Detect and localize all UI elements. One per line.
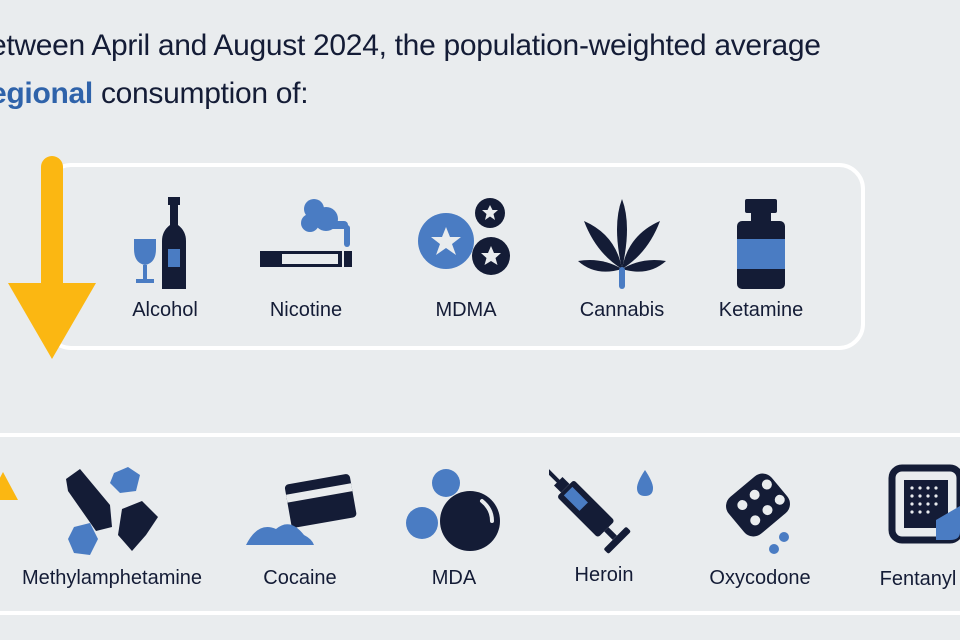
mda-pills-icon <box>406 469 500 551</box>
item-methylamphetamine: Methylamphetamine <box>12 465 212 590</box>
cannabis-leaf-icon <box>578 199 666 289</box>
fentanyl-patch-icon <box>888 464 960 544</box>
item-label: Alcohol <box>132 299 198 321</box>
item-label: Cocaine <box>263 567 337 589</box>
arrow-up-icon <box>0 472 18 500</box>
item-alcohol: Alcohol <box>105 195 225 322</box>
ketamine-vial-icon <box>737 199 785 289</box>
item-fentanyl: Fentanyl <box>858 462 960 591</box>
item-nicotine: Nicotine <box>246 195 366 322</box>
item-ketamine: Ketamine <box>701 195 821 322</box>
blister-pack-icon <box>726 473 790 554</box>
alcohol-bottle-icon <box>134 197 186 289</box>
item-cannabis: Cannabis <box>562 195 682 322</box>
headline-line-1: etween April and August 2024, the popula… <box>0 29 821 62</box>
item-oxycodone: Oxycodone <box>700 465 820 590</box>
item-label: MDMA <box>435 299 497 321</box>
cocaine-card-icon <box>246 474 357 545</box>
headline-highlight: egional <box>0 77 93 110</box>
item-label: Methylamphetamine <box>21 567 203 589</box>
item-label: Nicotine <box>269 299 343 321</box>
arrow-down-icon <box>8 156 96 359</box>
item-label: MDA <box>431 567 477 589</box>
headline-line-2-rest: consumption of: <box>92 77 309 110</box>
crystal-icon <box>66 467 158 555</box>
item-label: Ketamine <box>718 299 804 321</box>
syringe-icon <box>549 468 653 554</box>
item-label: Cannabis <box>579 299 665 321</box>
item-label: Heroin <box>574 564 634 586</box>
headline-line-2: egional consumption of: <box>0 70 821 118</box>
item-cocaine: Cocaine <box>240 465 360 590</box>
cigarette-icon <box>260 199 352 267</box>
item-heroin: Heroin <box>544 462 664 587</box>
headline: etween April and August 2024, the popula… <box>0 22 821 118</box>
item-mda: MDA <box>394 465 514 590</box>
item-label: Oxycodone <box>709 567 811 589</box>
item-label: Fentanyl <box>879 568 957 590</box>
mdma-pills-icon <box>418 198 510 275</box>
increased-group-box <box>0 433 960 615</box>
item-mdma: MDMA <box>406 195 526 322</box>
